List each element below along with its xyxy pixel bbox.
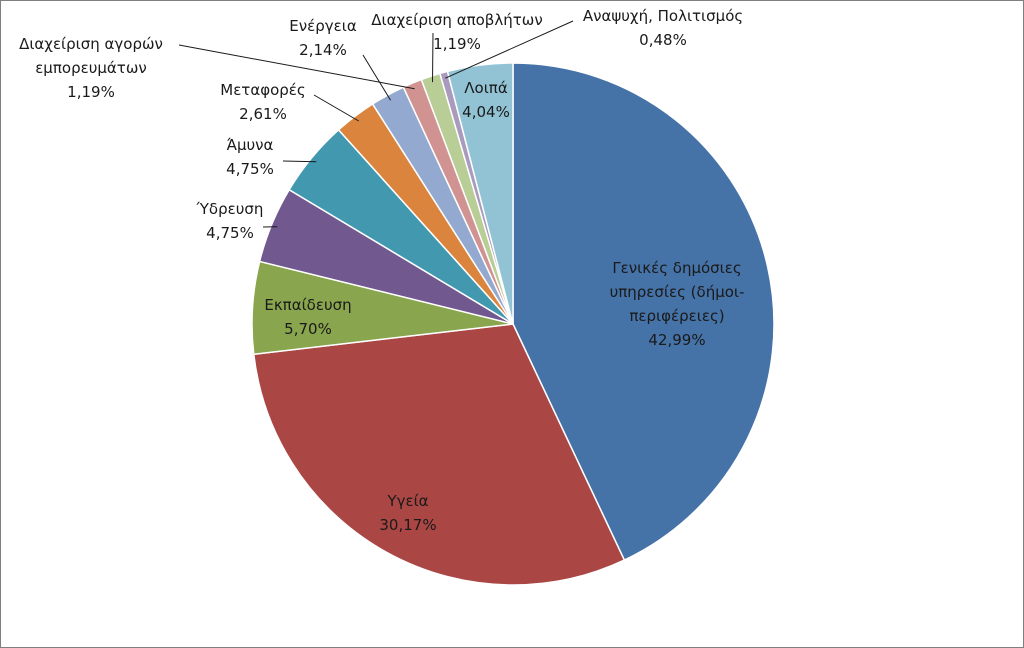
data-label-name: Γενικές δημόσιες <box>612 259 741 277</box>
data-label: Ύδρευση 4,75% <box>196 200 264 242</box>
data-label: Μεταφορές 2,61% <box>220 81 305 123</box>
data-label-value: 30,17% <box>379 516 436 534</box>
leader-line <box>432 32 434 83</box>
data-label-name: Μεταφορές <box>220 81 305 99</box>
leader-line <box>445 20 574 79</box>
data-label-value: 4,75% <box>226 160 274 178</box>
data-label: Λοιπά 4,04% <box>462 79 510 121</box>
pie-slices <box>251 62 775 586</box>
data-label-value: 4,75% <box>206 224 254 242</box>
data-label-value: 2,61% <box>239 105 287 123</box>
data-label-value: 0,48% <box>639 31 687 49</box>
data-label-value: 1,19% <box>433 35 481 53</box>
data-label-name: Άμυνα <box>227 136 274 154</box>
data-label-name: Ύδρευση <box>196 200 264 218</box>
data-label: Ενέργεια 2,14% <box>289 17 357 59</box>
data-label-name: υπηρεσίες (δήμοι- <box>610 283 745 301</box>
data-label-name: Ενέργεια <box>289 17 357 35</box>
pie-slice <box>446 62 514 325</box>
data-label-name: Εκπαίδευση <box>264 296 351 314</box>
data-label: Εκπαίδευση 5,70% <box>264 296 351 338</box>
data-label: Υγεία 30,17% <box>379 492 436 534</box>
data-label-name: Διαχείριση αποβλήτων <box>371 11 542 29</box>
data-label-name: εμπορευμάτων <box>35 59 147 77</box>
data-label-name: Αναψυχή, Πολιτισμός <box>583 7 743 25</box>
data-label: Διαχείριση αγορών εμπορευμάτων 1,19% <box>19 35 163 101</box>
pie-slice <box>252 323 626 586</box>
data-label: Άμυνα 4,75% <box>226 136 274 178</box>
data-label-name: Διαχείριση αγορών <box>19 35 163 53</box>
leader-line <box>178 44 415 90</box>
data-label: Αναψυχή, Πολιτισμός 0,48% <box>583 7 743 49</box>
data-label-value: 2,14% <box>299 41 347 59</box>
data-label: Γενικές δημόσιες υπηρεσίες (δήμοι-περιφέρ… <box>610 259 745 349</box>
data-labels: Γενικές δημόσιες υπηρεσίες (δήμοι-περιφέρ… <box>19 7 744 534</box>
data-label-value: 42,99% <box>648 331 705 349</box>
leader-line <box>313 94 359 122</box>
data-label-name: περιφέρειες) <box>629 307 724 325</box>
leader-lines <box>178 20 574 228</box>
leader-line <box>282 160 317 163</box>
data-label-value: 4,04% <box>462 103 510 121</box>
data-label-value: 1,19% <box>67 83 115 101</box>
pie-slice <box>512 62 775 562</box>
data-label-name: Υγεία <box>386 492 428 510</box>
data-label-name: Λοιπά <box>464 79 508 97</box>
data-label: Διαχείριση αποβλήτων 1,19% <box>371 11 542 53</box>
leader-line <box>362 54 392 101</box>
data-label-value: 5,70% <box>284 320 332 338</box>
